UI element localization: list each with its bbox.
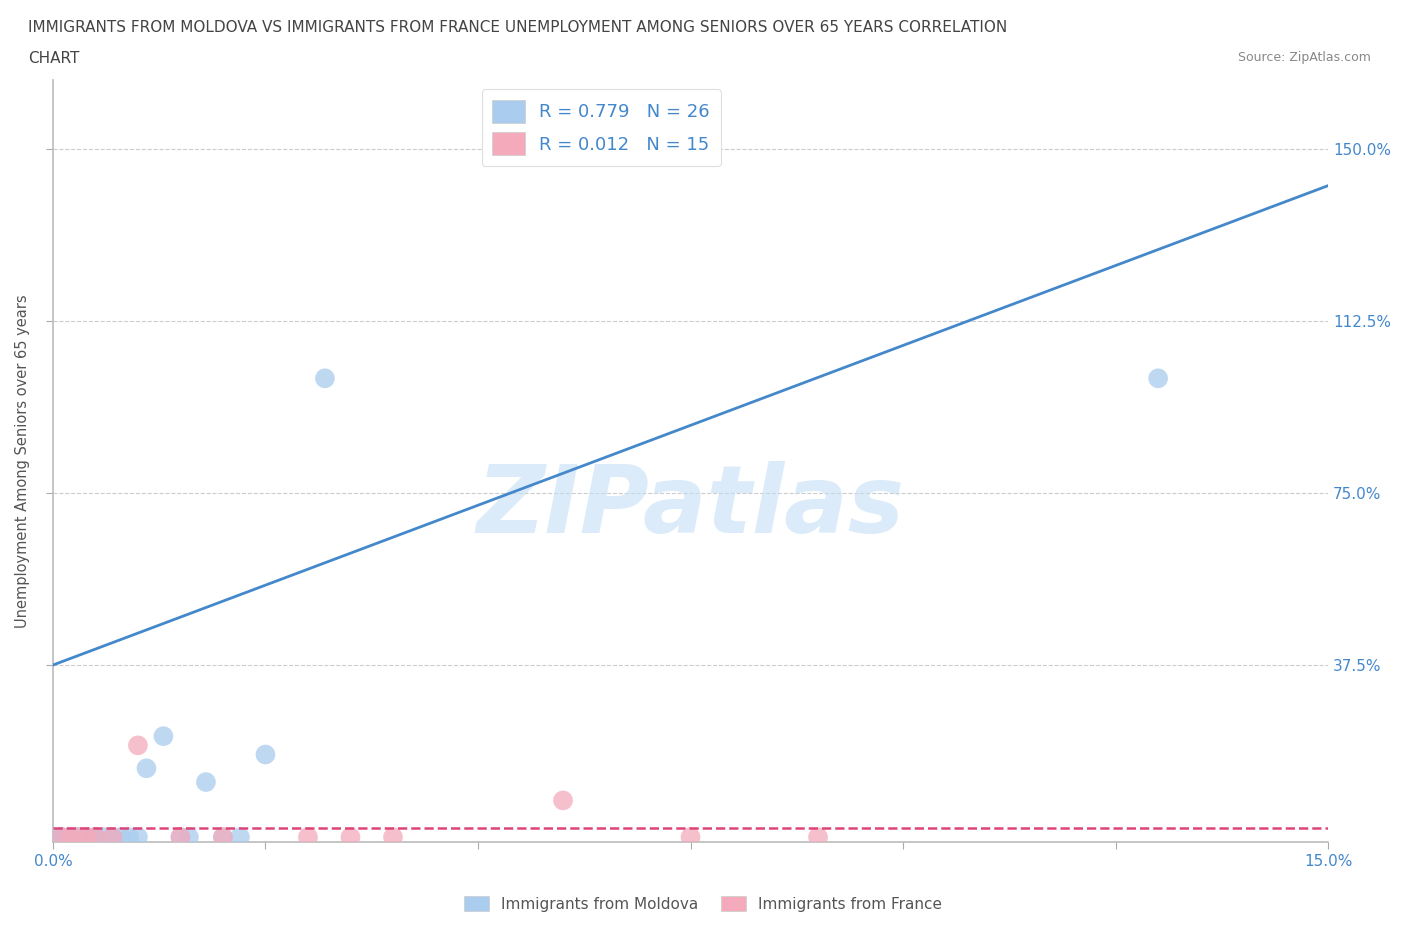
Point bbox=[152, 729, 174, 744]
Point bbox=[1147, 371, 1170, 386]
Point bbox=[67, 830, 90, 844]
Text: IMMIGRANTS FROM MOLDOVA VS IMMIGRANTS FROM FRANCE UNEMPLOYMENT AMONG SENIORS OVE: IMMIGRANTS FROM MOLDOVA VS IMMIGRANTS FR… bbox=[28, 20, 1007, 35]
Text: CHART: CHART bbox=[28, 51, 80, 66]
Point bbox=[59, 830, 82, 844]
Point bbox=[51, 830, 73, 844]
Point bbox=[118, 830, 141, 844]
Point bbox=[76, 830, 98, 844]
Point bbox=[229, 830, 252, 844]
Point bbox=[339, 830, 361, 844]
Point bbox=[679, 830, 702, 844]
Point bbox=[807, 830, 830, 844]
Point bbox=[51, 830, 73, 844]
Point bbox=[84, 830, 107, 844]
Point bbox=[59, 830, 82, 844]
Point bbox=[194, 775, 217, 790]
Point bbox=[177, 830, 200, 844]
Point bbox=[135, 761, 157, 776]
Point bbox=[84, 830, 107, 844]
Point bbox=[110, 830, 132, 844]
Legend: Immigrants from Moldova, Immigrants from France: Immigrants from Moldova, Immigrants from… bbox=[458, 889, 948, 918]
Point bbox=[297, 830, 319, 844]
Point bbox=[59, 830, 82, 844]
Point bbox=[76, 830, 98, 844]
Y-axis label: Unemployment Among Seniors over 65 years: Unemployment Among Seniors over 65 years bbox=[15, 294, 30, 628]
Point bbox=[314, 371, 336, 386]
Text: Source: ZipAtlas.com: Source: ZipAtlas.com bbox=[1237, 51, 1371, 64]
Point bbox=[67, 830, 90, 844]
Point bbox=[84, 830, 107, 844]
Point bbox=[212, 830, 235, 844]
Text: ZIPatlas: ZIPatlas bbox=[477, 460, 904, 552]
Point bbox=[76, 830, 98, 844]
Point bbox=[254, 747, 277, 762]
Point bbox=[93, 830, 115, 844]
Point bbox=[381, 830, 404, 844]
Point bbox=[169, 830, 191, 844]
Point bbox=[551, 793, 574, 808]
Point bbox=[101, 830, 124, 844]
Point bbox=[51, 830, 73, 844]
Legend: R = 0.779   N = 26, R = 0.012   N = 15: R = 0.779 N = 26, R = 0.012 N = 15 bbox=[482, 89, 721, 166]
Point bbox=[51, 830, 73, 844]
Point bbox=[67, 830, 90, 844]
Point bbox=[127, 830, 149, 844]
Point bbox=[212, 830, 235, 844]
Point bbox=[169, 830, 191, 844]
Point bbox=[127, 737, 149, 752]
Point bbox=[101, 830, 124, 844]
